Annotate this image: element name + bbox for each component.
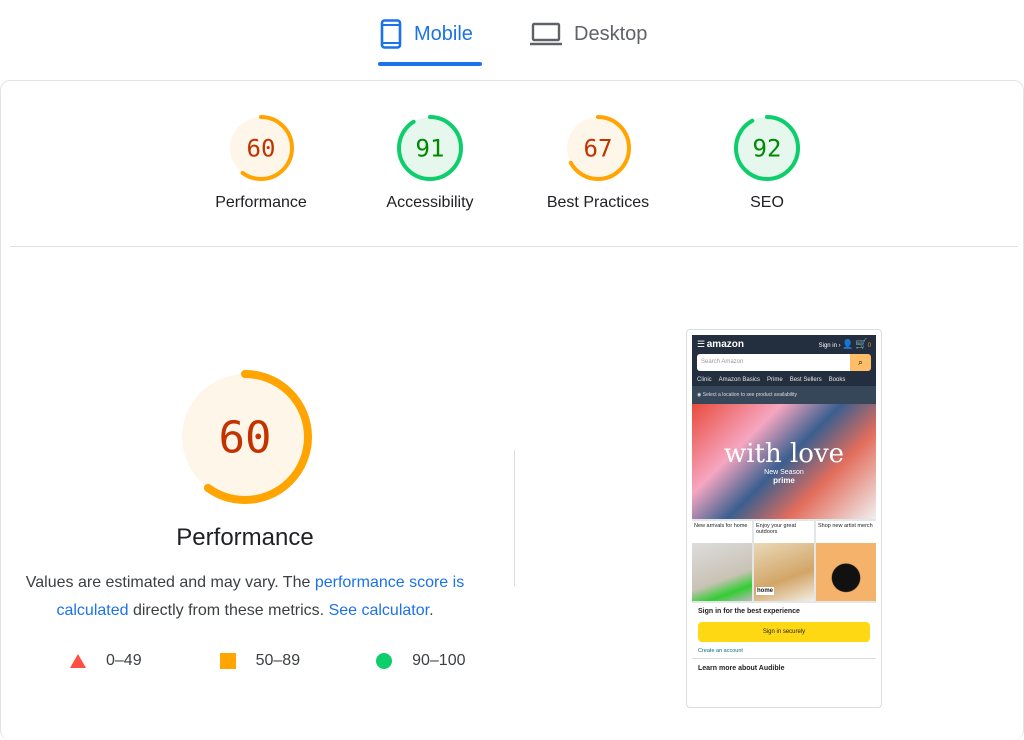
- gauge-score: 67: [584, 134, 613, 162]
- score-legend: 0–49 50–89 90–100: [70, 652, 513, 670]
- category-label: Best Practices: [546, 194, 650, 211]
- gauge-background: [567, 117, 629, 179]
- location-bar: ◉ Select a location to see product avail…: [692, 386, 876, 404]
- active-tab-indicator: [378, 62, 482, 66]
- amazon-logo: amazon: [706, 339, 744, 350]
- legend-average: 50–89: [219, 652, 301, 670]
- gauge-score: 92: [753, 134, 782, 162]
- gauge-background: [182, 374, 308, 500]
- performance-gauge-large: 60: [170, 362, 320, 517]
- page-screenshot: ☰ amazon Sign in › 👤 🛒0 Search Amazon ⌕ C…: [686, 329, 882, 708]
- category-gauge-seo[interactable]: 92 SEO: [697, 112, 837, 212]
- nav-link: Best Sellers: [789, 377, 822, 383]
- gauge-score: 60: [219, 412, 272, 463]
- circle-icon: [376, 653, 393, 669]
- hero-subtitle: New Season: [764, 468, 804, 476]
- category-label: SEO: [750, 194, 784, 211]
- gauge-background: [230, 117, 292, 179]
- legend-label: 50–89: [255, 652, 301, 669]
- gauge-arc: [228, 115, 294, 181]
- laptop-icon: [530, 22, 562, 46]
- legend-pass: 90–100: [376, 652, 465, 670]
- create-account-link: Create an account: [692, 644, 876, 659]
- nav-link: Prime: [767, 377, 783, 383]
- legend-fail: 0–49: [70, 652, 142, 670]
- nav-link: Clinic: [697, 377, 712, 383]
- tab-mobile[interactable]: Mobile: [380, 18, 473, 50]
- gauge-arc: [397, 115, 463, 181]
- desc-text: directly from these metrics.: [128, 602, 329, 619]
- signin-heading: Sign in for the best experience: [698, 608, 800, 615]
- desc-text: .: [429, 602, 434, 619]
- nav-link: Books: [828, 377, 846, 383]
- smartphone-icon: [380, 19, 402, 49]
- category-gauge-best-practices[interactable]: 67 Best Practices: [528, 112, 668, 212]
- menu-icon: ☰: [697, 339, 706, 349]
- vertical-divider: [514, 450, 515, 586]
- sign-in-link: Sign in ›: [818, 343, 841, 349]
- search-icon: ⌕: [850, 354, 871, 371]
- tile-badge: home: [756, 587, 775, 595]
- location-pin-icon: ◉: [697, 392, 702, 398]
- category-gauge-performance[interactable]: 60 Performance: [191, 112, 331, 212]
- tile: Enjoy your great outdoors home: [754, 521, 814, 601]
- gauge-score: 91: [416, 134, 445, 162]
- tile-title: Enjoy your great outdoors: [756, 523, 797, 535]
- tile: Shop new artist merch: [816, 521, 876, 601]
- user-icon: 👤: [842, 339, 854, 349]
- search-input: Search Amazon: [697, 354, 850, 371]
- square-icon: [219, 653, 236, 669]
- tile: New arrivals for home: [692, 521, 752, 601]
- legend-label: 90–100: [412, 652, 466, 669]
- performance-title: Performance: [176, 524, 314, 551]
- desc-text: Values are estimated and may vary. The: [25, 574, 315, 591]
- gauge-score: 60: [247, 134, 276, 162]
- cart-icon: 🛒: [855, 339, 868, 350]
- nav-link: Amazon Basics: [718, 377, 761, 383]
- tile-title: New arrivals for home: [694, 523, 748, 529]
- tab-label: Mobile: [414, 22, 473, 45]
- divider: [10, 246, 1018, 247]
- gauge-arc: [734, 115, 800, 181]
- hero-banner: with love New Season prime: [692, 404, 876, 519]
- cart-count: 0: [867, 343, 871, 349]
- category-gauge-accessibility[interactable]: 91 Accessibility: [360, 112, 500, 212]
- legend-label: 0–49: [106, 652, 142, 669]
- tab-desktop[interactable]: Desktop: [530, 18, 647, 50]
- gauge-arc: [178, 370, 312, 504]
- gauge-arc: [565, 115, 631, 181]
- see-calculator-link[interactable]: See calculator: [328, 602, 430, 619]
- category-label: Accessibility: [386, 194, 474, 211]
- performance-description: Values are estimated and may vary. The p…: [0, 569, 490, 625]
- tile-title: Shop new artist merch: [818, 523, 873, 529]
- gauge-background: [736, 117, 798, 179]
- category-label: Performance: [215, 194, 307, 211]
- hero-title: with love: [723, 438, 845, 469]
- audible-heading: Learn more about Audible: [698, 665, 785, 672]
- hero-brand: prime: [773, 475, 795, 485]
- gauge-background: [399, 117, 461, 179]
- signin-button: Sign in securely: [698, 622, 870, 642]
- tab-label: Desktop: [574, 22, 648, 45]
- score-calculated-link[interactable]: performance score is calculated: [56, 574, 465, 619]
- location-text: Select a location to see product availab…: [702, 392, 797, 398]
- triangle-icon: [70, 654, 86, 668]
